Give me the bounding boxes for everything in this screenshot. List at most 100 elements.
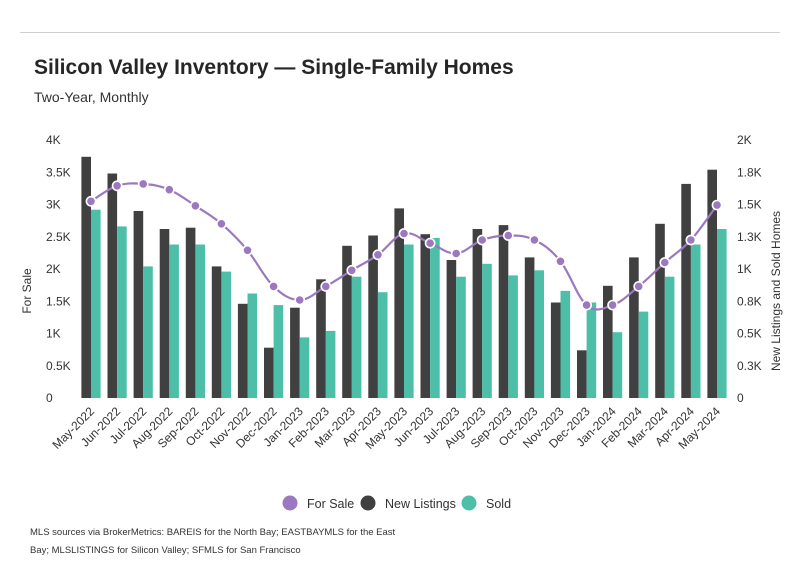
sold-bar xyxy=(351,276,362,398)
y-left-tick-label: 1K xyxy=(46,327,61,341)
new-listings-bar xyxy=(107,173,118,398)
for-sale-point xyxy=(215,218,227,230)
y-right-tick-label: 1K xyxy=(737,262,752,276)
sold-bar xyxy=(717,229,727,398)
footnote-line-2: Bay; MLSLISTINGS for Silicon Valley; SFM… xyxy=(30,545,301,556)
sold-bar xyxy=(534,270,544,398)
new-listings-bar xyxy=(290,307,300,398)
sold-bar xyxy=(690,244,701,398)
for-sale-point xyxy=(85,195,97,207)
new-listings-bar xyxy=(316,279,326,398)
y-right-axis-title: New Listings and Sold Homes xyxy=(769,211,783,371)
y-left-tick-label: 2.5K xyxy=(46,230,71,244)
for-sale-point xyxy=(555,255,566,267)
legend-swatch xyxy=(461,495,477,511)
new-listings-bar xyxy=(472,229,483,398)
chart-title: Silicon Valley Inventory — Single-Family… xyxy=(34,56,514,79)
sold-bar xyxy=(560,290,571,398)
sold-bar xyxy=(195,244,205,398)
sold-bar xyxy=(221,271,231,398)
for-sale-point xyxy=(242,244,253,256)
y-left-tick-label: 4K xyxy=(46,133,61,147)
y-left-tick-label: 1.5K xyxy=(46,294,71,308)
new-listings-bar xyxy=(185,227,196,398)
y-left-tick-label: 3K xyxy=(46,198,61,212)
for-sale-point xyxy=(111,180,123,192)
y-right-tick-label: 0.3K xyxy=(737,359,762,373)
sold-bar xyxy=(377,292,388,398)
legend-swatch xyxy=(282,495,298,511)
new-listings-bar xyxy=(237,303,248,398)
legend-label: New Listings xyxy=(385,497,456,511)
sold-bar xyxy=(430,238,440,398)
for-sale-point xyxy=(372,249,384,261)
sold-bar xyxy=(612,332,623,398)
for-sale-point xyxy=(607,299,618,311)
for-sale-point xyxy=(450,248,462,259)
for-sale-point xyxy=(659,257,671,268)
sold-bar xyxy=(143,266,153,398)
sold-bar xyxy=(482,263,492,398)
for-sale-point xyxy=(346,264,358,276)
sold-bar xyxy=(299,337,310,398)
for-sale-point xyxy=(529,234,540,246)
new-listings-bar xyxy=(681,183,691,398)
new-listings-bar xyxy=(342,245,352,398)
for-sale-point xyxy=(137,178,149,190)
for-sale-point xyxy=(398,228,410,239)
footnote-line-1: MLS sources via BrokerMetrics: BAREIS fo… xyxy=(30,527,396,538)
for-sale-point xyxy=(268,280,279,292)
sold-bar xyxy=(247,293,258,398)
new-listings-bar xyxy=(707,169,717,398)
new-listings-bar xyxy=(446,260,457,398)
for-sale-point xyxy=(476,234,488,246)
sold-bar xyxy=(117,226,127,398)
for-sale-point xyxy=(685,234,697,246)
for-sale-point xyxy=(581,299,592,311)
new-listings-bar xyxy=(524,257,535,398)
new-listings-bar xyxy=(211,266,222,398)
top-divider xyxy=(20,32,780,33)
for-sale-point xyxy=(502,230,514,241)
sold-bar xyxy=(325,330,336,398)
new-listings-bar xyxy=(159,229,170,398)
y-right-tick-label: 2K xyxy=(737,133,752,147)
new-listings-bar xyxy=(264,347,274,398)
for-sale-point xyxy=(189,200,201,212)
new-listings-bar xyxy=(420,234,431,398)
sold-bar xyxy=(638,311,649,398)
sold-bar xyxy=(664,276,675,398)
y-right-tick-label: 0.5K xyxy=(737,327,762,341)
for-sale-point xyxy=(633,280,645,292)
y-right-tick-label: 1.3K xyxy=(737,230,762,244)
y-right-tick-label: 0.8K xyxy=(737,294,762,308)
new-listings-bar xyxy=(81,156,91,398)
for-sale-point xyxy=(294,294,306,306)
new-listings-bar xyxy=(133,211,144,398)
new-listings-bar xyxy=(550,302,561,398)
y-left-tick-label: 2K xyxy=(46,262,61,276)
new-listings-bar xyxy=(629,257,639,398)
y-left-tick-label: 0.5K xyxy=(46,359,71,373)
sold-bar xyxy=(91,209,101,398)
sold-bar xyxy=(508,275,518,398)
y-left-tick-label: 0 xyxy=(46,391,53,405)
sold-bar xyxy=(456,276,466,398)
for-sale-point xyxy=(711,199,723,211)
new-listings-bar xyxy=(603,285,613,398)
y-right-tick-label: 1.5K xyxy=(737,198,762,212)
new-listings-bar xyxy=(368,235,378,398)
sold-bar xyxy=(404,244,414,398)
legend-swatch xyxy=(360,495,376,511)
for-sale-point xyxy=(163,184,175,196)
for-sale-point xyxy=(424,237,436,249)
sold-bar xyxy=(169,244,179,398)
sold-bar xyxy=(586,302,597,398)
new-listings-bar xyxy=(655,223,665,398)
y-right-tick-label: 1.8K xyxy=(737,165,762,179)
chart-subtitle: Two-Year, Monthly xyxy=(34,89,149,105)
new-listings-bar xyxy=(577,350,587,398)
sold-bar xyxy=(273,305,284,398)
